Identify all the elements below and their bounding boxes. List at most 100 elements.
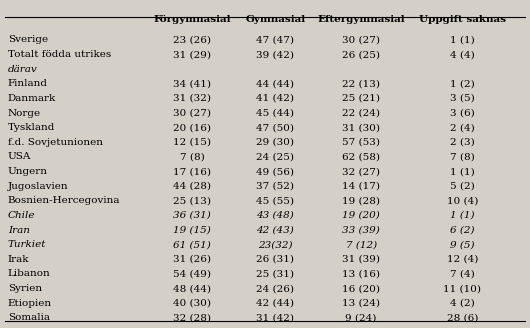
Text: USA: USA <box>8 153 31 161</box>
Text: 48 (44): 48 (44) <box>173 284 211 293</box>
Text: Totalt födda utrikes: Totalt födda utrikes <box>8 50 111 59</box>
Text: 19 (28): 19 (28) <box>342 196 380 205</box>
Text: 43 (48): 43 (48) <box>257 211 294 220</box>
Text: 6 (2): 6 (2) <box>450 226 475 235</box>
Text: 45 (44): 45 (44) <box>257 109 294 117</box>
Text: 7 (12): 7 (12) <box>346 240 377 249</box>
Text: 12 (15): 12 (15) <box>173 138 211 147</box>
Text: 31 (42): 31 (42) <box>257 313 294 322</box>
Text: 9 (24): 9 (24) <box>346 313 377 322</box>
Text: Syrien: Syrien <box>8 284 42 293</box>
Text: 31 (32): 31 (32) <box>173 94 211 103</box>
Text: 47 (50): 47 (50) <box>257 123 294 132</box>
Text: 13 (24): 13 (24) <box>342 299 380 308</box>
Text: 22 (13): 22 (13) <box>342 79 380 88</box>
Text: 44 (28): 44 (28) <box>173 182 211 191</box>
Text: 31 (29): 31 (29) <box>173 50 211 59</box>
Text: 61 (51): 61 (51) <box>173 240 211 249</box>
Text: 39 (42): 39 (42) <box>257 50 294 59</box>
Text: 7 (8): 7 (8) <box>180 153 205 161</box>
Text: 26 (25): 26 (25) <box>342 50 380 59</box>
Text: 23 (26): 23 (26) <box>173 35 211 44</box>
Text: 33 (39): 33 (39) <box>342 226 380 235</box>
Text: 3 (5): 3 (5) <box>450 94 475 103</box>
Text: Etiopien: Etiopien <box>8 299 52 308</box>
Text: 25 (31): 25 (31) <box>257 269 294 278</box>
Text: 13 (16): 13 (16) <box>342 269 380 278</box>
Text: 24 (25): 24 (25) <box>257 153 294 161</box>
Text: 25 (21): 25 (21) <box>342 94 380 103</box>
Text: Chile: Chile <box>8 211 36 220</box>
Text: Eftergymnasial: Eftergymnasial <box>317 14 405 24</box>
Text: 62 (58): 62 (58) <box>342 153 380 161</box>
Text: 42 (44): 42 (44) <box>257 299 294 308</box>
Text: 54 (49): 54 (49) <box>173 269 211 278</box>
Text: 30 (27): 30 (27) <box>173 109 211 117</box>
Text: Ungern: Ungern <box>8 167 48 176</box>
Text: 40 (30): 40 (30) <box>173 299 211 308</box>
Text: Förgymnasial: Förgymnasial <box>154 14 231 24</box>
Text: 41 (42): 41 (42) <box>257 94 294 103</box>
Text: 36 (31): 36 (31) <box>173 211 211 220</box>
Text: 28 (6): 28 (6) <box>447 313 478 322</box>
Text: Bosnien-Hercegovina: Bosnien-Hercegovina <box>8 196 120 205</box>
Text: Libanon: Libanon <box>8 269 51 278</box>
Text: 12 (4): 12 (4) <box>447 255 478 264</box>
Text: 19 (20): 19 (20) <box>342 211 380 220</box>
Text: Irak: Irak <box>8 255 29 264</box>
Text: Gymnasial: Gymnasial <box>245 14 305 24</box>
Text: 24 (26): 24 (26) <box>257 284 294 293</box>
Text: 30 (27): 30 (27) <box>342 35 380 44</box>
Text: f.d. Sovjetunionen: f.d. Sovjetunionen <box>8 138 103 147</box>
Text: 23(32): 23(32) <box>258 240 293 249</box>
Text: 7 (8): 7 (8) <box>450 153 475 161</box>
Text: 45 (55): 45 (55) <box>257 196 294 205</box>
Text: Norge: Norge <box>8 109 41 117</box>
Text: Sverige: Sverige <box>8 35 48 44</box>
Text: Tyskland: Tyskland <box>8 123 55 132</box>
Text: 26 (31): 26 (31) <box>257 255 294 264</box>
Text: Finland: Finland <box>8 79 48 88</box>
Text: 4 (2): 4 (2) <box>450 299 475 308</box>
Text: Uppgift saknas: Uppgift saknas <box>419 14 506 24</box>
Text: 42 (43): 42 (43) <box>257 226 294 235</box>
Text: Jugoslavien: Jugoslavien <box>8 182 68 191</box>
Text: 20 (16): 20 (16) <box>173 123 211 132</box>
Text: 4 (4): 4 (4) <box>450 50 475 59</box>
Text: 29 (30): 29 (30) <box>257 138 294 147</box>
Text: 2 (3): 2 (3) <box>450 138 475 147</box>
Text: 10 (4): 10 (4) <box>447 196 478 205</box>
Text: 14 (17): 14 (17) <box>342 182 380 191</box>
Text: 34 (41): 34 (41) <box>173 79 211 88</box>
Text: 47 (47): 47 (47) <box>257 35 294 44</box>
Text: 3 (6): 3 (6) <box>450 109 475 117</box>
Text: 7 (4): 7 (4) <box>450 269 475 278</box>
Text: 31 (30): 31 (30) <box>342 123 380 132</box>
Text: Iran: Iran <box>8 226 30 235</box>
Text: 22 (24): 22 (24) <box>342 109 380 117</box>
Text: 1 (1): 1 (1) <box>450 167 475 176</box>
Text: 44 (44): 44 (44) <box>257 79 294 88</box>
Text: 9 (5): 9 (5) <box>450 240 475 249</box>
Text: 49 (56): 49 (56) <box>257 167 294 176</box>
Text: 37 (52): 37 (52) <box>257 182 294 191</box>
Text: 25 (13): 25 (13) <box>173 196 211 205</box>
Text: 1 (1): 1 (1) <box>450 211 475 220</box>
Text: 2 (4): 2 (4) <box>450 123 475 132</box>
Text: 31 (39): 31 (39) <box>342 255 380 264</box>
Text: därav: därav <box>8 65 38 74</box>
Text: Somalia: Somalia <box>8 313 50 322</box>
Text: 1 (1): 1 (1) <box>450 35 475 44</box>
Text: 16 (20): 16 (20) <box>342 284 380 293</box>
Text: Turkiet: Turkiet <box>8 240 46 249</box>
Text: Danmark: Danmark <box>8 94 56 103</box>
Text: 31 (26): 31 (26) <box>173 255 211 264</box>
Text: 1 (2): 1 (2) <box>450 79 475 88</box>
Text: 32 (28): 32 (28) <box>173 313 211 322</box>
Text: 32 (27): 32 (27) <box>342 167 380 176</box>
Text: 57 (53): 57 (53) <box>342 138 380 147</box>
Text: 11 (10): 11 (10) <box>444 284 481 293</box>
Text: 5 (2): 5 (2) <box>450 182 475 191</box>
Text: 19 (15): 19 (15) <box>173 226 211 235</box>
Text: 17 (16): 17 (16) <box>173 167 211 176</box>
